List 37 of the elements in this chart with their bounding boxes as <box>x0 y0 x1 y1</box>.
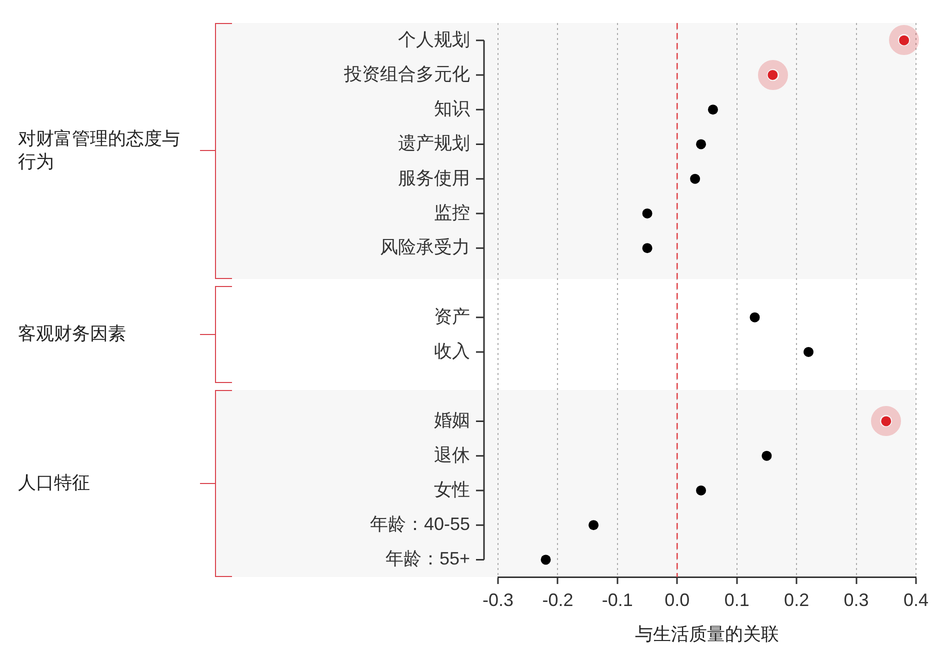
point <box>690 174 700 184</box>
point <box>708 104 718 115</box>
y-tick-label: 退休 <box>434 444 470 465</box>
point <box>696 485 706 496</box>
x-tick-label: 0.0 <box>664 590 690 610</box>
point <box>750 312 760 322</box>
x-tick-label: 0.1 <box>724 590 750 610</box>
y-tick-label: 服务使用 <box>398 168 470 188</box>
x-tick-label: 0.4 <box>903 590 929 610</box>
y-tick-label: 遗产规划 <box>398 133 470 154</box>
point <box>642 208 652 218</box>
point <box>762 450 772 461</box>
x-tick-label: 0.3 <box>844 590 869 610</box>
point <box>804 346 814 357</box>
y-tick-label: 投资组合多元化 <box>343 64 470 84</box>
point <box>696 139 706 150</box>
y-tick-label: 女性 <box>434 479 470 500</box>
point <box>588 520 599 530</box>
x-tick-label: -0.3 <box>482 590 514 610</box>
text: 对财富管理的态度与行为 <box>18 128 180 172</box>
y-tick-label: 监控 <box>434 202 470 222</box>
point <box>540 554 551 565</box>
x-tick-label: 0.2 <box>784 590 810 610</box>
y-tick-label: 资产 <box>434 306 470 326</box>
y-tick-label: 年龄：55+ <box>385 548 470 569</box>
x-tick-label: -0.1 <box>602 590 633 610</box>
y-tick-label: 婚姻 <box>434 410 470 430</box>
y-tick-label: 风险承受力 <box>380 237 470 258</box>
x-tick-label: -0.2 <box>542 590 574 610</box>
y-tick-label: 年龄：40-55 <box>370 514 470 534</box>
text: 客观财务因素 <box>18 324 126 344</box>
point <box>642 243 652 254</box>
y-tick-label: 收入 <box>434 340 470 361</box>
x-axis-title: 与生活质量的关联 <box>635 624 779 644</box>
y-tick-label: 个人规划 <box>398 29 470 50</box>
text: 人口特征 <box>18 472 90 492</box>
y-tick-label: 知识 <box>434 98 470 119</box>
